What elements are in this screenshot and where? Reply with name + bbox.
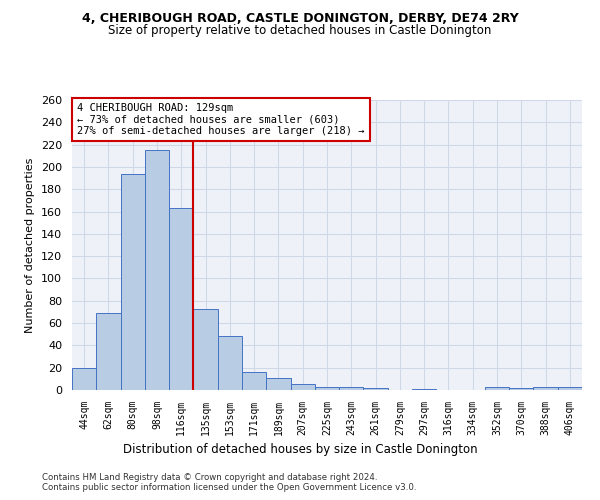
Bar: [193, 308, 218, 390]
Text: Contains public sector information licensed under the Open Government Licence v3: Contains public sector information licen…: [42, 482, 416, 492]
Bar: [339, 386, 364, 390]
Text: Distribution of detached houses by size in Castle Donington: Distribution of detached houses by size …: [122, 442, 478, 456]
Bar: [145, 150, 169, 390]
Bar: [72, 368, 96, 390]
Bar: [266, 378, 290, 390]
Text: 4 CHERIBOUGH ROAD: 129sqm
← 73% of detached houses are smaller (603)
27% of semi: 4 CHERIBOUGH ROAD: 129sqm ← 73% of detac…: [77, 103, 365, 136]
Bar: [558, 386, 582, 390]
Bar: [218, 336, 242, 390]
Bar: [169, 208, 193, 390]
Bar: [242, 372, 266, 390]
Bar: [509, 388, 533, 390]
Bar: [412, 389, 436, 390]
Bar: [485, 386, 509, 390]
Bar: [121, 174, 145, 390]
Bar: [533, 386, 558, 390]
Bar: [364, 388, 388, 390]
Y-axis label: Number of detached properties: Number of detached properties: [25, 158, 35, 332]
Bar: [96, 313, 121, 390]
Bar: [315, 386, 339, 390]
Text: 4, CHERIBOUGH ROAD, CASTLE DONINGTON, DERBY, DE74 2RY: 4, CHERIBOUGH ROAD, CASTLE DONINGTON, DE…: [82, 12, 518, 26]
Text: Size of property relative to detached houses in Castle Donington: Size of property relative to detached ho…: [109, 24, 491, 37]
Text: Contains HM Land Registry data © Crown copyright and database right 2024.: Contains HM Land Registry data © Crown c…: [42, 472, 377, 482]
Bar: [290, 384, 315, 390]
